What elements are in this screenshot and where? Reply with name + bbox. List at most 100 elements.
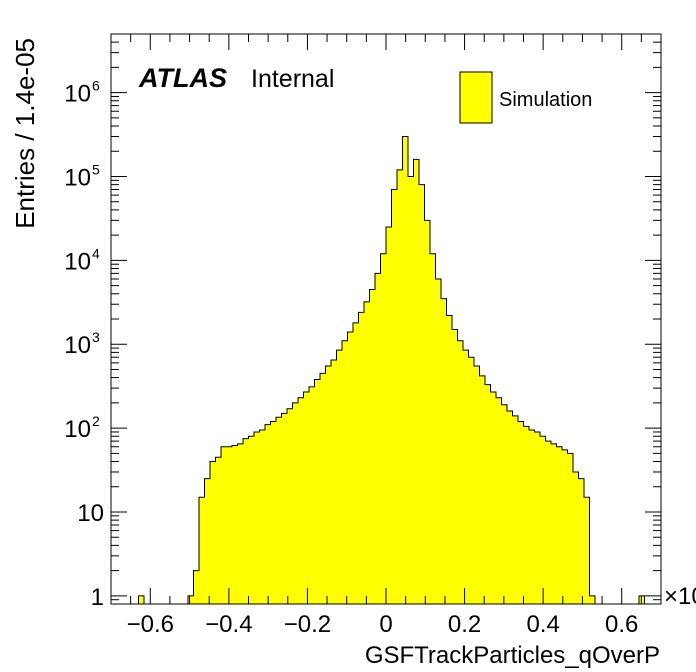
histogram-bin xyxy=(138,595,145,604)
histogram-bin xyxy=(265,424,271,604)
histogram-bin xyxy=(430,253,436,604)
histogram-bin xyxy=(397,169,403,605)
histogram-bin xyxy=(210,461,216,604)
histogram-bin xyxy=(276,417,282,604)
y-tick-label: 10 xyxy=(64,416,91,443)
histogram-bin xyxy=(463,350,469,604)
histogram-bin xyxy=(303,391,310,604)
histogram-bin xyxy=(270,421,277,604)
histogram-bin xyxy=(562,449,568,604)
histogram-bin xyxy=(193,570,200,604)
histogram-bin xyxy=(551,443,557,604)
histogram-bin xyxy=(331,359,337,604)
x-tick-label: 0.4 xyxy=(526,611,559,638)
histogram-bin xyxy=(452,329,458,604)
histogram-bin xyxy=(578,478,585,604)
histogram-bin xyxy=(292,402,299,604)
histogram-bin xyxy=(221,446,227,604)
x-tick-label: −0.2 xyxy=(284,611,331,638)
histogram-bin xyxy=(518,421,524,604)
histogram-bin xyxy=(226,446,233,604)
histogram-bin xyxy=(501,404,508,604)
histogram-bin xyxy=(507,411,513,604)
y-tick-label-exponent: 2 xyxy=(92,413,100,429)
histogram-bin xyxy=(358,312,365,604)
histogram-bin xyxy=(534,431,541,604)
atlas-label: ATLAS xyxy=(138,63,227,93)
histogram-bin xyxy=(298,397,304,604)
histogram-bin xyxy=(336,350,343,604)
histogram-bin xyxy=(474,366,480,604)
histogram-bin xyxy=(435,278,442,604)
histogram-bin xyxy=(314,379,321,604)
histogram-bin xyxy=(259,429,266,604)
histogram-bin xyxy=(364,301,370,604)
histogram-bin xyxy=(309,386,315,604)
histogram-bin xyxy=(342,340,348,604)
y-tick-label: 10 xyxy=(77,500,104,527)
x-tick-labels: −0.6 −0.4 −0.2 0 0.2 0.4 0.6 xyxy=(127,611,639,638)
histogram-bin xyxy=(254,431,260,604)
y-axis-label: Entries / 1.4e-05 xyxy=(10,38,40,229)
histogram-bin xyxy=(243,438,249,604)
histogram-bin xyxy=(204,478,211,604)
x-tick-label: −0.6 xyxy=(127,611,174,638)
histogram-bin xyxy=(529,429,535,604)
x-tick-label: 0.2 xyxy=(448,611,481,638)
atlas-status-label: Internal xyxy=(251,65,334,93)
histogram-bin xyxy=(375,273,381,604)
histogram-bin xyxy=(523,426,530,604)
histogram-bin xyxy=(479,375,486,604)
x-axis-label: GSFTrackParticles_qOverP xyxy=(365,642,660,669)
histogram-bin xyxy=(347,331,354,604)
histogram-bars xyxy=(111,135,661,605)
histogram-bin xyxy=(320,373,326,604)
histogram-bin xyxy=(287,408,293,604)
histogram-bin xyxy=(573,471,579,604)
y-tick-label: 1 xyxy=(91,584,104,611)
histogram-bin xyxy=(639,595,645,604)
histogram-bin xyxy=(413,159,420,604)
histogram-bin xyxy=(325,366,332,604)
y-tick-label: 10 xyxy=(64,165,91,192)
x-exponent-label: ×10 xyxy=(664,583,696,610)
histogram-bin xyxy=(391,189,398,604)
histogram-bin xyxy=(402,136,409,605)
y-tick-label: 10 xyxy=(64,332,91,359)
histogram-bin xyxy=(215,457,222,604)
histogram-bin xyxy=(496,397,502,604)
y-tick-label: 10 xyxy=(64,81,91,108)
histogram-bin xyxy=(441,298,447,604)
histogram-bin xyxy=(446,315,453,604)
histogram-bin xyxy=(556,446,563,604)
histogram-outline xyxy=(111,135,661,605)
histogram-bin xyxy=(237,443,244,604)
y-tick-label-exponent: 6 xyxy=(92,78,100,94)
legend-label: Simulation xyxy=(499,89,592,111)
y-tick-label-exponent: 4 xyxy=(92,245,100,261)
histogram-bin xyxy=(408,176,414,604)
x-tick-label: 0.6 xyxy=(605,611,638,638)
y-tick-label-exponent: 3 xyxy=(92,329,100,345)
histogram-bin xyxy=(353,322,359,604)
histogram-bin xyxy=(589,595,596,604)
x-tick-label: 0 xyxy=(379,611,392,638)
histogram-bin xyxy=(386,226,392,605)
histogram-bin xyxy=(567,453,574,604)
histogram-bin xyxy=(457,340,464,604)
x-tick-label: −0.4 xyxy=(205,611,252,638)
histogram-bin xyxy=(512,415,519,604)
histogram-bin xyxy=(281,413,288,604)
histogram-bin xyxy=(540,436,546,604)
histogram-bin xyxy=(188,595,194,604)
histogram-bin xyxy=(485,384,491,604)
histogram-bin xyxy=(380,253,387,604)
histogram-bin xyxy=(369,289,376,604)
histogram-bin xyxy=(545,441,552,604)
axis-ticks xyxy=(110,33,662,605)
histogram-bin xyxy=(490,391,497,604)
histogram-bin xyxy=(199,497,205,604)
histogram-bin xyxy=(248,436,255,604)
histogram-bin xyxy=(232,445,238,604)
